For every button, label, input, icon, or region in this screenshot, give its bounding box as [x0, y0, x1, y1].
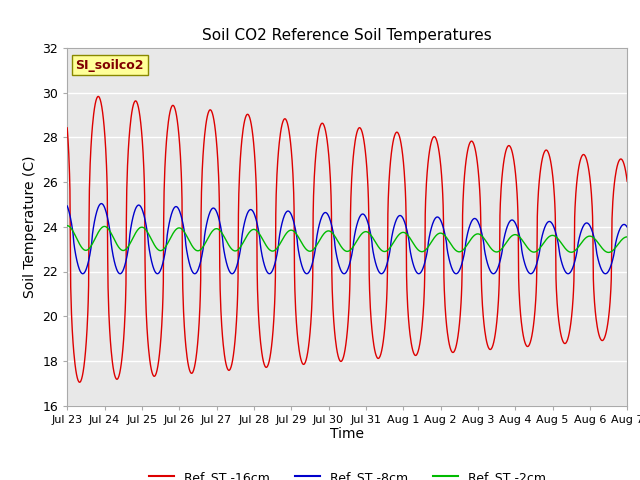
X-axis label: Time: Time	[330, 427, 364, 442]
Title: Soil CO2 Reference Soil Temperatures: Soil CO2 Reference Soil Temperatures	[202, 28, 492, 43]
Y-axis label: Soil Temperature (C): Soil Temperature (C)	[23, 156, 36, 298]
Text: SI_soilco2: SI_soilco2	[76, 59, 144, 72]
Legend: Ref_ST -16cm, Ref_ST -8cm, Ref_ST -2cm: Ref_ST -16cm, Ref_ST -8cm, Ref_ST -2cm	[144, 466, 550, 480]
